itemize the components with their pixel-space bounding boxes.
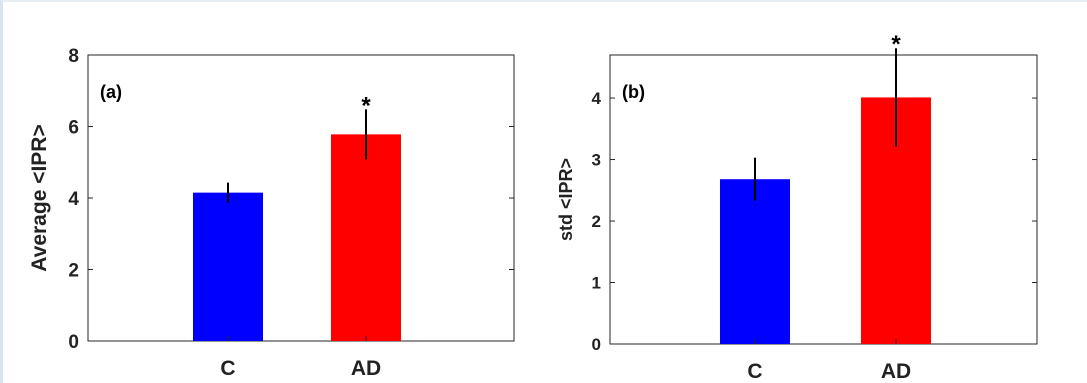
category-label-ad: AD (881, 360, 911, 383)
y-axis-label: std <IPR> (556, 158, 576, 241)
significance-marker: * (891, 31, 901, 58)
y-axis-label: Average <IPR> (28, 124, 51, 271)
bar-c (193, 192, 263, 341)
y-tick-label: 4 (68, 189, 79, 210)
bar-ad (331, 134, 401, 341)
axes-box-1 (87, 54, 515, 342)
y-tick-label: 8 (68, 46, 79, 67)
significance-marker: * (361, 92, 371, 119)
category-label-c: C (747, 360, 762, 383)
panel-label: (b) (622, 82, 645, 102)
y-tick-label: 0 (592, 335, 601, 354)
y-tick-label: 3 (592, 151, 601, 170)
y-tick-label: 2 (592, 212, 601, 231)
y-tick-label: 1 (592, 274, 601, 293)
y-tick-label: 0 (68, 332, 79, 353)
category-label-ad: AD (351, 357, 381, 380)
y-tick-label: 6 (68, 117, 79, 138)
y-tick-label: 4 (592, 89, 602, 108)
bar-c (720, 179, 790, 344)
panel-label: (a) (100, 82, 122, 102)
y-tick-label: 2 (68, 260, 79, 281)
category-label-c: C (220, 357, 235, 380)
axes-box-2 (609, 54, 1038, 345)
